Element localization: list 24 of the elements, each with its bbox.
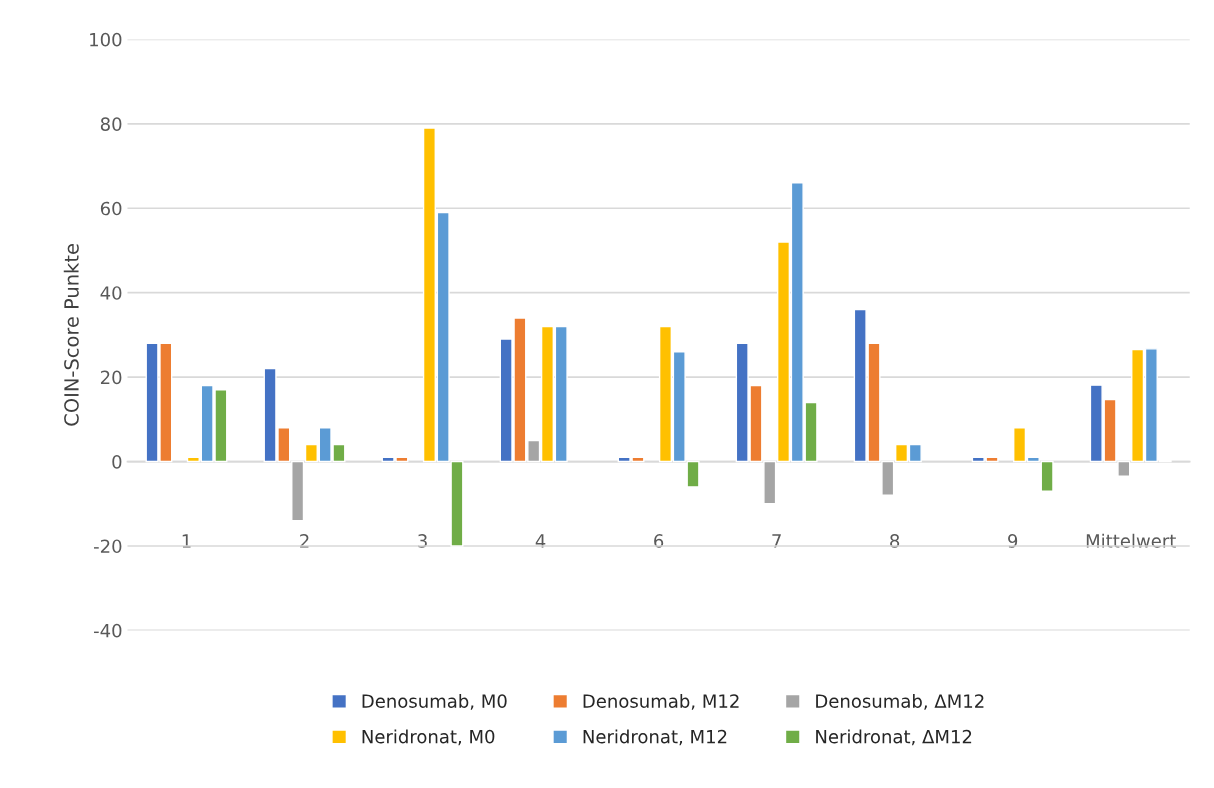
x-tick-label: Mittelwert <box>1086 533 1176 548</box>
y-tick-label: 0 <box>112 455 122 469</box>
legend-label: Denosumab, M0 <box>362 693 507 710</box>
x-tick-label: 4 <box>535 534 546 548</box>
x-tick-label: 1 <box>182 534 191 548</box>
x-tick-label: 9 <box>1008 534 1018 548</box>
y-tick-label: 100 <box>90 32 122 47</box>
legend-label: Neridronat, ΔM12 <box>816 729 972 746</box>
x-tick-label: 6 <box>654 534 664 548</box>
y-tick-label: 40 <box>100 286 122 300</box>
y-tick-label: 80 <box>100 117 122 131</box>
x-tick-label: 3 <box>418 534 427 548</box>
x-tick-label: 8 <box>890 534 900 548</box>
y-tick-label: -40 <box>94 623 122 638</box>
legend-label: Denosumab, ΔM12 <box>816 693 984 710</box>
y-tick-label: 60 <box>100 201 122 216</box>
legend-label: Denosumab, M12 <box>583 693 739 710</box>
x-tick-label: 7 <box>772 534 781 548</box>
x-tick-label: 2 <box>300 534 309 548</box>
y-tick-label: 20 <box>100 370 122 385</box>
y-axis-title: COIN-Score Punkte <box>63 244 79 426</box>
legend-label: Neridronat, M12 <box>583 729 727 746</box>
legend-label: Neridronat, M0 <box>362 729 495 746</box>
y-tick-label: -20 <box>94 539 122 554</box>
